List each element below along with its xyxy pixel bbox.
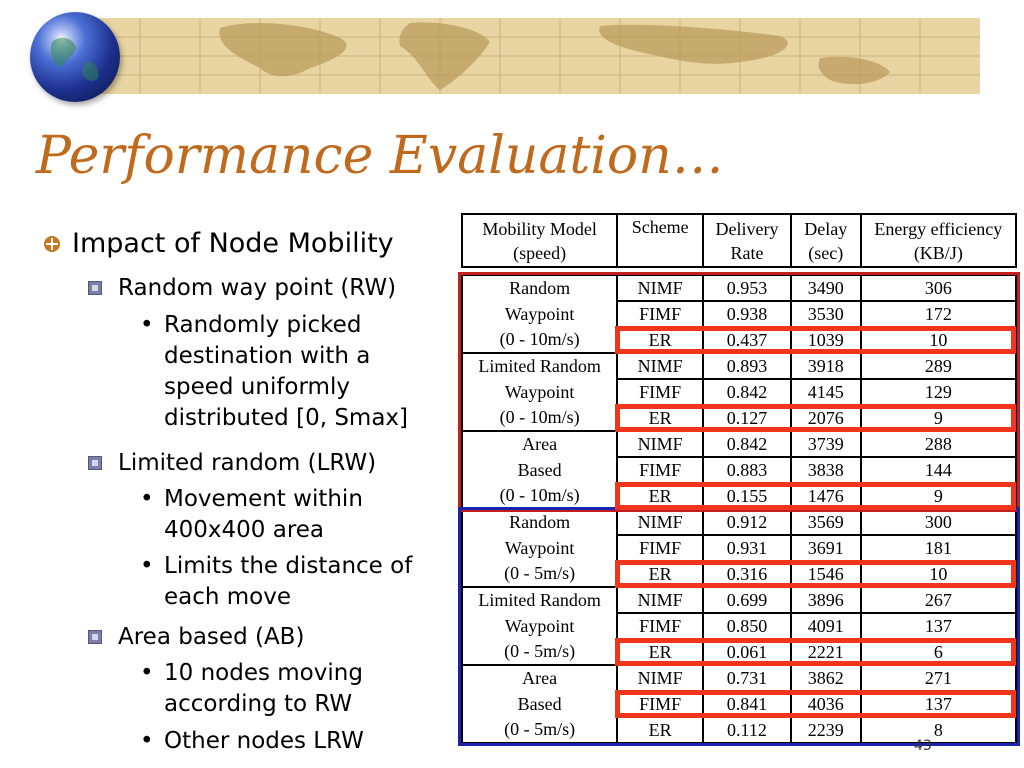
bullet-ab-detail-1: • 10 nodes moving according to RW <box>140 660 363 717</box>
scheme-cell: FIMF <box>616 300 705 328</box>
highlight-box <box>615 638 1016 666</box>
model-cell: (0 - 5m/s) <box>460 717 619 744</box>
delivery-rate-cell: 0.953 <box>702 274 792 302</box>
highlight-box <box>615 326 1016 354</box>
delivery-rate-cell: 0.842 <box>702 378 792 406</box>
model-cell: Area <box>460 430 619 457</box>
header-banner <box>80 18 980 94</box>
model-cell: Based <box>460 457 619 483</box>
table-row: Waypoint FIMF 0.842 4145 129 <box>460 378 1018 406</box>
energy-cell: 8 <box>859 716 1018 744</box>
table-header-row: Mobility Model (speed) Scheme Delivery Rat… <box>460 213 1018 268</box>
header-scheme: Scheme <box>616 213 705 268</box>
energy-cell: 129 <box>859 378 1018 406</box>
model-cell: Waypoint <box>460 613 619 639</box>
scheme-cell: NIMF <box>616 586 705 614</box>
model-cell: Waypoint <box>460 379 619 405</box>
delivery-rate-cell: 0.931 <box>702 534 792 562</box>
energy-cell: 289 <box>859 352 1018 380</box>
page-number: 43 <box>914 738 932 754</box>
delivery-rate-cell: 0.112 <box>702 716 792 744</box>
scheme-cell: FIMF <box>616 534 705 562</box>
delivery-rate-cell: 0.850 <box>702 612 792 640</box>
highlight-box <box>615 482 1016 510</box>
delivery-rate-cell: 0.893 <box>702 352 792 380</box>
bullet-dot-icon: • <box>140 312 154 338</box>
model-cell: Area <box>460 664 619 691</box>
delay-cell: 3490 <box>789 274 862 302</box>
energy-cell: 144 <box>859 456 1018 484</box>
model-cell: Random <box>460 274 619 301</box>
bullet-rw: Random way point (RW) <box>88 275 396 301</box>
table-row: Waypoint FIMF 0.931 3691 181 <box>460 534 1018 562</box>
bullet-dot-icon: • <box>140 660 154 686</box>
bullet-lrw-detail-1: • Movement within 400x400 area <box>140 486 363 543</box>
model-cell: (0 - 10m/s) <box>460 327 619 354</box>
delay-cell: 2239 <box>789 716 862 744</box>
bullet-level2-icon <box>88 281 102 295</box>
model-cell: (0 - 10m/s) <box>460 405 619 432</box>
table-row: Limited Random NIMF 0.893 3918 289 <box>460 352 1018 380</box>
energy-cell: 306 <box>859 274 1018 302</box>
model-cell: Waypoint <box>460 535 619 561</box>
delivery-rate-cell: 0.842 <box>702 430 792 458</box>
table-row: Limited Random NIMF 0.699 3896 267 <box>460 586 1018 614</box>
bullet-ab-detail-2: • Other nodes LRW <box>140 726 440 757</box>
header-energy-efficiency: Energy efficiency (KB/J) <box>859 213 1018 268</box>
table-row: Area NIMF 0.842 3739 288 <box>460 430 1018 458</box>
energy-cell: 288 <box>859 430 1018 458</box>
delay-cell: 3918 <box>789 352 862 380</box>
page-title: Performance Evaluation… <box>36 126 724 186</box>
table-row: Waypoint FIMF 0.938 3530 172 <box>460 300 1018 328</box>
bullet-rw-detail: • Randomly picked destination with a spe… <box>140 312 409 431</box>
bullet-lrw: Limited random (LRW) <box>88 450 376 476</box>
model-cell: Limited Random <box>460 586 619 613</box>
model-cell: Limited Random <box>460 352 619 379</box>
bullet-heading: Impact of Node Mobility <box>44 228 394 259</box>
scheme-cell: NIMF <box>616 430 705 458</box>
table-row: Random NIMF 0.953 3490 306 <box>460 274 1018 302</box>
results-table-container: Mobility Model (speed) Scheme Delivery Rat… <box>458 213 1020 746</box>
bullet-dot-icon: • <box>140 553 154 579</box>
model-cell: Waypoint <box>460 301 619 327</box>
bullet-level2-icon <box>88 630 102 644</box>
scheme-cell: NIMF <box>616 274 705 302</box>
energy-cell: 267 <box>859 586 1018 614</box>
globe-icon <box>30 12 120 102</box>
delay-cell: 3896 <box>789 586 862 614</box>
scheme-cell: FIMF <box>616 456 705 484</box>
highlight-box <box>615 560 1016 588</box>
table-row: Based FIMF 0.883 3838 144 <box>460 456 1018 484</box>
delay-cell: 3739 <box>789 430 862 458</box>
table-row: (0 - 5m/s) ER 0.112 2239 8 <box>460 716 1018 744</box>
delivery-rate-cell: 0.699 <box>702 586 792 614</box>
bullet-level2-icon <box>88 456 102 470</box>
bullet-lrw-detail-2: • Limits the distance of each move <box>140 553 413 610</box>
bullet-ab: Area based (AB) <box>88 624 304 650</box>
scheme-cell: FIMF <box>616 612 705 640</box>
world-map-decoration <box>80 18 980 94</box>
delay-cell: 3838 <box>789 456 862 484</box>
delivery-rate-cell: 0.912 <box>702 508 792 536</box>
header-delivery-rate: Delivery Rate <box>702 213 792 268</box>
table-row: Area NIMF 0.731 3862 271 <box>460 664 1018 692</box>
bullet-dot-icon: • <box>140 486 154 512</box>
model-cell: (0 - 5m/s) <box>460 639 619 666</box>
highlight-box <box>615 690 1016 718</box>
delivery-rate-cell: 0.731 <box>702 664 792 692</box>
delay-cell: 4145 <box>789 378 862 406</box>
high-speed-group-frame <box>458 272 1020 512</box>
header-delay: Delay (sec) <box>789 213 862 268</box>
bullet-level1-icon <box>44 235 60 252</box>
scheme-cell: ER <box>616 716 705 744</box>
header-mobility-model: Mobility Model (speed) <box>460 213 619 268</box>
highlight-box <box>615 404 1016 432</box>
scheme-cell: NIMF <box>616 352 705 380</box>
bullet-dot-icon: • <box>140 728 154 754</box>
